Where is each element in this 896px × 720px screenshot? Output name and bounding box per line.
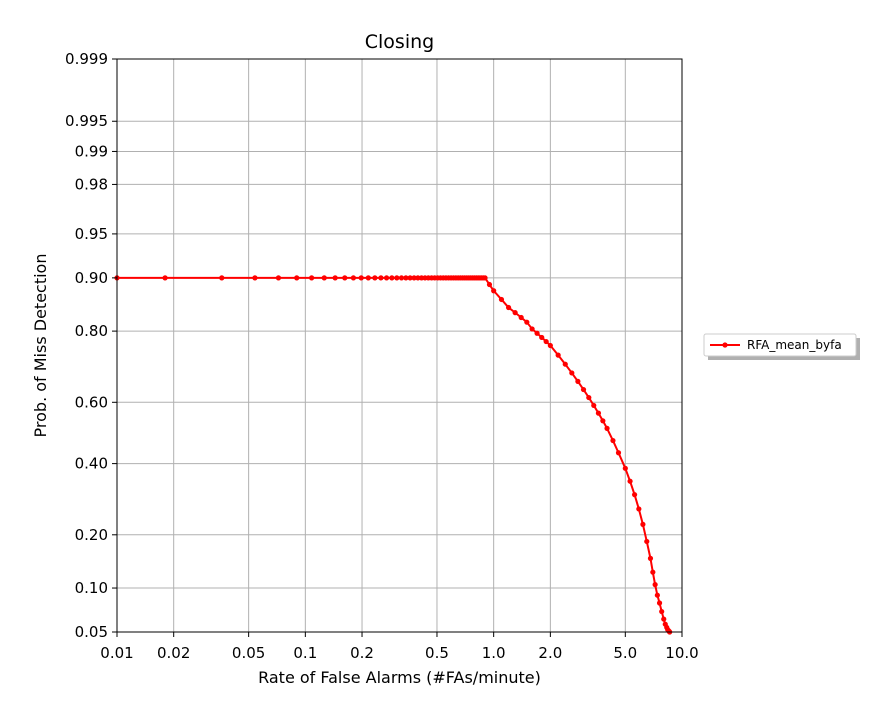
data-point (547, 342, 553, 349)
data-point (631, 492, 638, 498)
y-tick-label: 0.80 (75, 322, 108, 340)
y-tick-label: 0.99 (75, 142, 108, 160)
legend: RFA_mean_byfa (703, 333, 860, 360)
data-point (661, 616, 667, 622)
data-point (398, 275, 405, 281)
data-point (403, 275, 409, 281)
data-point (350, 275, 357, 281)
data-point (569, 370, 575, 376)
data-point (294, 275, 300, 281)
data-point (162, 275, 168, 281)
ticks: 0.01 0.02 0.05 0.1 0.2 0.5 1.0 2.0 5.0 10.0 0.05 0.… (65, 50, 699, 662)
data-point (394, 275, 400, 281)
data-point (378, 275, 384, 281)
y-tick-label: 0.995 (65, 112, 108, 130)
data-point (555, 352, 561, 358)
x-tick-label: 0.01 (100, 644, 133, 662)
data-point (622, 465, 628, 471)
grid (116, 58, 683, 633)
data-point (580, 386, 587, 393)
data-point (529, 326, 535, 332)
data-point (389, 275, 395, 281)
data-point (498, 296, 505, 303)
x-tick-label: 0.5 (425, 644, 449, 662)
y-tick-label: 0.98 (75, 175, 108, 193)
data-point (647, 555, 654, 561)
legend-marker-sample (722, 342, 728, 348)
data-point (656, 600, 663, 606)
plot-frame (116, 58, 683, 633)
data-point (652, 582, 658, 588)
data-point (591, 402, 597, 409)
data-point (505, 304, 512, 311)
chart-title: Closing (365, 31, 434, 53)
legend-entry-label: RFA_mean_byfa (747, 338, 842, 352)
data-point (383, 275, 390, 281)
x-tick-label: 2.0 (538, 644, 562, 662)
data-point (543, 338, 549, 345)
data-point (518, 314, 524, 321)
y-tick-label: 0.95 (75, 225, 108, 243)
series-layer (114, 275, 673, 635)
data-point (358, 275, 364, 281)
y-tick-label: 0.60 (75, 393, 108, 411)
data-point (482, 275, 488, 281)
data-point (491, 288, 497, 294)
y-tick-label: 0.10 (75, 579, 108, 597)
data-point (309, 275, 315, 281)
x-tick-label: 0.02 (157, 644, 190, 662)
data-point (659, 608, 665, 615)
data-point (275, 275, 282, 281)
data-point (654, 592, 660, 598)
x-tick-label: 0.2 (350, 644, 374, 662)
x-tick-label: 0.05 (232, 644, 265, 662)
data-point (411, 275, 417, 281)
data-point (219, 275, 225, 281)
data-point (486, 281, 493, 288)
x-tick-label: 0.1 (293, 644, 317, 662)
data-point (586, 394, 592, 401)
data-point (650, 569, 656, 575)
data-point (636, 506, 642, 512)
legend-box (703, 333, 857, 357)
x-tick-label: 1.0 (482, 644, 506, 662)
data-point (562, 361, 568, 367)
x-axis-label: Rate of False Alarms (#FAs/minute) (258, 668, 541, 687)
y-tick-label: 0.20 (75, 526, 108, 544)
data-point (365, 275, 371, 281)
data-point (615, 450, 622, 456)
y-axis-label: Prob. of Miss Detection (31, 254, 50, 438)
data-point (321, 275, 327, 281)
x-tick-label: 10.0 (665, 644, 698, 662)
data-point (332, 275, 338, 281)
y-tick-label: 0.90 (75, 269, 108, 287)
data-point (575, 378, 581, 384)
data-point (595, 410, 602, 416)
x-tick-label: 5.0 (613, 644, 637, 662)
data-point (407, 275, 413, 281)
data-point (252, 275, 258, 281)
data-point (524, 319, 530, 325)
data-point (534, 330, 540, 336)
y-tick-label: 0.999 (65, 50, 108, 68)
data-point (644, 538, 650, 545)
data-point (600, 418, 606, 424)
data-point (415, 275, 421, 281)
data-point (539, 334, 545, 341)
data-point (610, 437, 616, 444)
data-point (627, 478, 633, 484)
data-point (342, 275, 348, 281)
data-point (604, 425, 610, 431)
data-point (372, 275, 378, 281)
data-point (512, 310, 518, 316)
data-point (640, 521, 646, 527)
y-tick-label: 0.40 (75, 455, 108, 473)
y-tick-label: 0.05 (75, 623, 108, 641)
